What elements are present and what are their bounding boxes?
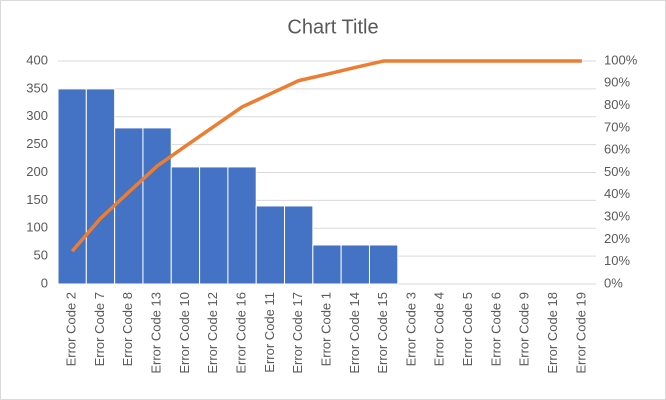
- y-tick-label: 0: [41, 275, 48, 290]
- y-tick-label: 400: [26, 52, 48, 67]
- bar: [57, 88, 87, 285]
- y-tick-label: 100: [26, 220, 48, 235]
- y2-tick-label: 10%: [604, 253, 630, 268]
- bar: [142, 127, 172, 285]
- bar: [255, 205, 286, 285]
- bar: [170, 166, 201, 285]
- y2-tick-label: 20%: [604, 231, 630, 246]
- bar: [227, 166, 257, 285]
- x-tick-label: Error Code 16: [233, 292, 248, 374]
- x-tick-label: Error Code 11: [262, 292, 277, 373]
- y2-tick-label: 40%: [604, 186, 630, 201]
- y2-tick-label: 90%: [604, 75, 630, 90]
- chart-title: Chart Title: [287, 16, 378, 38]
- x-tick-label: Error Code 6: [488, 292, 503, 366]
- bar: [114, 127, 144, 285]
- y-tick-label: 150: [26, 192, 48, 207]
- y-tick-label: 350: [26, 80, 48, 95]
- x-tick-label: Error Code 9: [517, 292, 532, 366]
- x-tick-label: Error Code 3: [403, 292, 418, 366]
- bar: [284, 205, 314, 285]
- x-tick-label: Error Code 7: [92, 292, 107, 366]
- x-tick-label: Error Code 5: [460, 292, 475, 366]
- y-tick-label: 250: [26, 136, 48, 151]
- y2-tick-label: 70%: [604, 119, 630, 134]
- x-tick-label: Error Code 4: [432, 292, 447, 366]
- x-tick-label: Error Code 17: [290, 292, 305, 374]
- y-tick-label: 300: [26, 108, 48, 123]
- x-tick-label: Error Code 14: [347, 292, 362, 374]
- x-tick-label: Error Code 1: [318, 292, 333, 366]
- x-tick-label: Error Code 12: [205, 292, 220, 374]
- cumulative-line: [70, 59, 582, 253]
- x-tick-label: Error Code 10: [177, 292, 192, 374]
- x-tick-label: Error Code 13: [149, 292, 164, 374]
- y-tick-label: 200: [26, 164, 48, 179]
- x-tick-label: Error Code 15: [375, 292, 390, 374]
- y2-tick-label: 30%: [604, 209, 630, 224]
- y2-tick-label: 80%: [604, 97, 630, 112]
- bar: [199, 166, 229, 285]
- bar: [85, 88, 116, 285]
- y2-tick-label: 100%: [604, 52, 638, 67]
- bar: [312, 244, 342, 285]
- y2-tick-label: 60%: [604, 142, 630, 157]
- x-tick-label: Error Code 2: [64, 292, 79, 366]
- y2-tick-label: 50%: [604, 164, 630, 179]
- y-tick-label: 50: [34, 248, 48, 263]
- x-tick-label: Error Code 8: [120, 292, 135, 366]
- x-tick-label: Error Code 18: [545, 292, 560, 374]
- bar: [340, 244, 370, 285]
- x-tick-label: Error Code 19: [573, 292, 588, 374]
- y2-tick-label: 0%: [604, 275, 623, 290]
- bar: [368, 244, 399, 285]
